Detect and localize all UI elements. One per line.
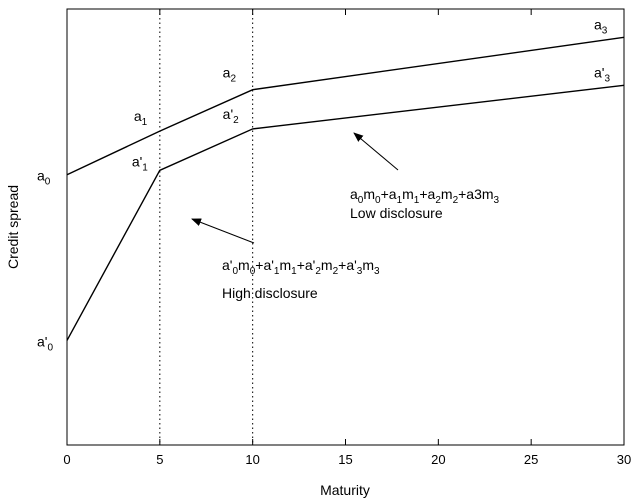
x-tick-label: 5 xyxy=(156,452,163,467)
point-label: a2 xyxy=(223,65,237,85)
x-axis-ticks: 0 5 10 15 20 25 30 xyxy=(63,9,631,467)
x-tick-label: 15 xyxy=(338,452,352,467)
x-tick-label: 20 xyxy=(431,452,445,467)
high-disclosure-formula: a'0m0+a'1m1+a'2m2+a'3m3 xyxy=(222,257,380,277)
plot-frame xyxy=(66,8,625,446)
low-disclosure-formula: a0m0+a1m1+a2m2+a3m3 xyxy=(350,186,500,206)
point-labels: a0 a1 a2 a3 a'0 a'1 a'2 a'3 xyxy=(37,16,610,353)
x-tick-label: 25 xyxy=(524,452,538,467)
point-label: a1 xyxy=(134,108,148,128)
low-disclosure-arrow xyxy=(353,132,399,171)
high-disclosure-label: High disclosure xyxy=(222,285,318,301)
series-lines xyxy=(66,36,625,341)
low-disclosure-line xyxy=(66,36,625,176)
high-disclosure-line xyxy=(66,84,625,341)
point-label: a'0 xyxy=(37,333,53,353)
point-label: a0 xyxy=(37,168,51,188)
x-tick-label: 10 xyxy=(245,452,259,467)
point-label: a3 xyxy=(594,16,608,36)
point-label: a'1 xyxy=(132,153,148,173)
high-disclosure-arrow xyxy=(191,218,255,244)
x-axis-title: Maturity xyxy=(320,482,370,498)
x-tick-label: 30 xyxy=(617,452,631,467)
x-tick-label: 0 xyxy=(63,452,70,467)
y-axis-title: Credit spread xyxy=(5,185,21,269)
low-disclosure-label: Low disclosure xyxy=(350,205,443,221)
point-label: a'2 xyxy=(223,106,239,126)
point-label: a'3 xyxy=(594,64,610,84)
reference-lines xyxy=(159,9,254,445)
